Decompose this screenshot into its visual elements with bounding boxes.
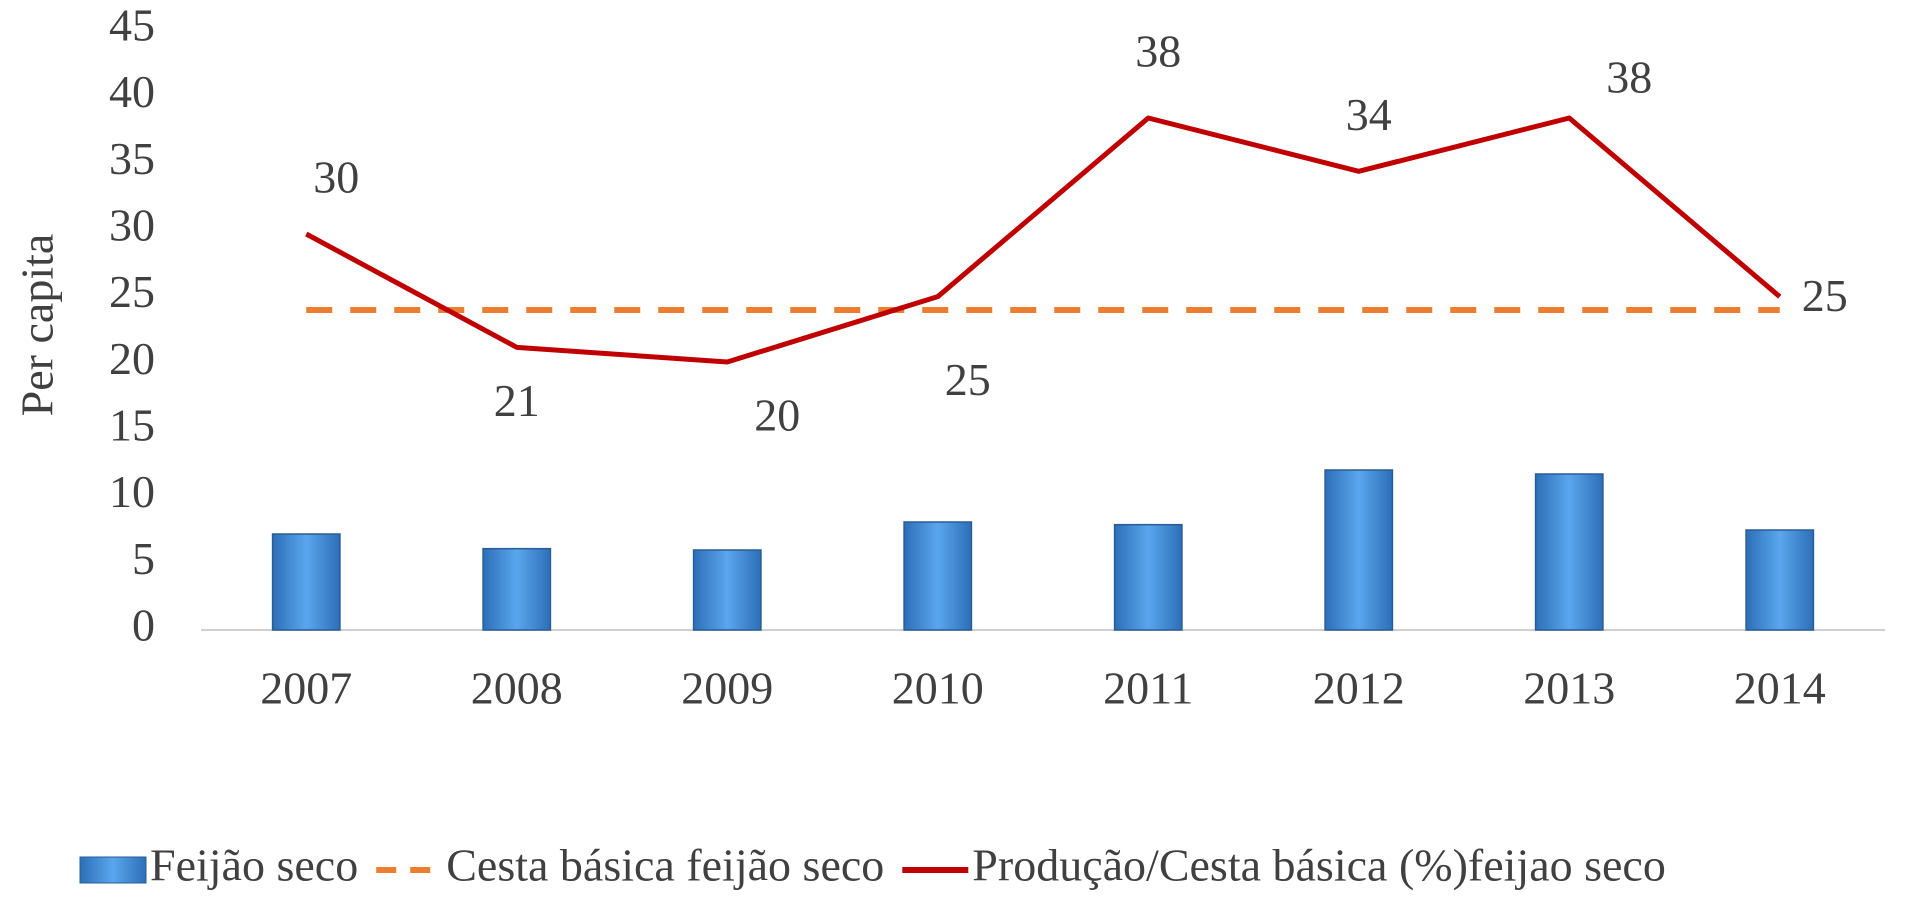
x-tick-label: 2010 bbox=[892, 663, 984, 714]
data-label: 20 bbox=[754, 390, 800, 441]
y-tick-label: 45 bbox=[109, 0, 155, 51]
bar bbox=[1113, 523, 1183, 631]
legend-label: Cesta básica feijão seco bbox=[446, 840, 884, 891]
y-tick-label: 35 bbox=[109, 133, 155, 184]
x-tick-label: 2012 bbox=[1313, 663, 1405, 714]
legend-label: Feijão seco bbox=[150, 840, 358, 891]
bar bbox=[1324, 469, 1394, 631]
data-label: 38 bbox=[1135, 26, 1181, 77]
y-tick-label: 40 bbox=[109, 66, 155, 117]
y-tick-label: 0 bbox=[132, 600, 155, 651]
bar bbox=[1534, 473, 1604, 631]
legend-label: Produção/Cesta básica (%)feijao seco bbox=[972, 840, 1666, 891]
data-label: 25 bbox=[1802, 270, 1848, 321]
data-label: 38 bbox=[1606, 52, 1652, 103]
data-label: 25 bbox=[945, 354, 991, 405]
bar bbox=[1745, 529, 1815, 631]
x-tick-label: 2011 bbox=[1103, 663, 1193, 714]
x-tick-label: 2008 bbox=[471, 663, 563, 714]
bar bbox=[482, 547, 552, 631]
y-tick-label: 20 bbox=[109, 333, 155, 384]
line bbox=[305, 115, 1782, 365]
bar bbox=[692, 549, 762, 631]
y-tick-label: 5 bbox=[132, 533, 155, 584]
bar bbox=[271, 533, 341, 631]
y-tick-label: 30 bbox=[109, 200, 155, 251]
y-tick-label: 15 bbox=[109, 400, 155, 451]
x-tick-label: 2009 bbox=[681, 663, 773, 714]
x-tick-label: 2007 bbox=[260, 663, 352, 714]
y-axis-label: Per capita bbox=[12, 234, 63, 417]
x-tick-label: 2014 bbox=[1734, 663, 1826, 714]
x-tick-label: 2013 bbox=[1523, 663, 1615, 714]
y-tick-label: 25 bbox=[109, 266, 155, 317]
data-label: 30 bbox=[313, 152, 359, 203]
bar bbox=[903, 521, 973, 631]
y-tick-label: 10 bbox=[109, 466, 155, 517]
data-label: 34 bbox=[1346, 89, 1392, 140]
data-label: 21 bbox=[494, 375, 540, 426]
legend-swatch bbox=[79, 856, 147, 884]
